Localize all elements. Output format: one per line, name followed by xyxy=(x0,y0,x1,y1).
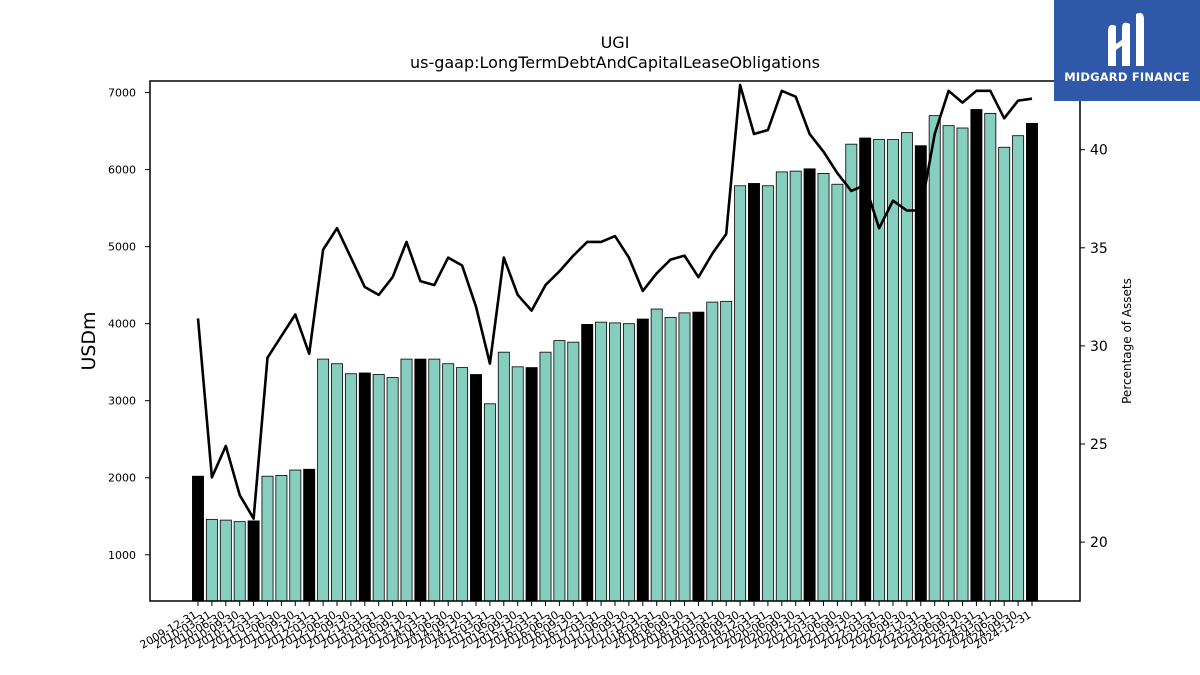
y-right-tick-label: 40 xyxy=(1090,143,1108,159)
y-axis-left-label: USDm xyxy=(78,311,100,370)
bar-2015-12-31 xyxy=(525,367,538,602)
bar-2014-03-31 xyxy=(428,358,441,602)
bar-2017-09-30 xyxy=(622,323,635,602)
bar-2020-03-31 xyxy=(761,185,774,602)
y-left-tick-label: 6000 xyxy=(108,164,136,177)
bar-2018-09-30 xyxy=(678,312,691,602)
y-left-tick-label: 5000 xyxy=(108,241,136,254)
bar-2016-06-30 xyxy=(553,340,566,602)
y-axis-right-label: Percentage of Assets xyxy=(1120,278,1134,404)
bar-2018-06-30 xyxy=(664,317,677,602)
bar-2010-09-30 xyxy=(233,521,246,602)
y-right-tick-label: 20 xyxy=(1090,535,1108,551)
bar-2013-09-30 xyxy=(400,358,413,602)
bar-2010-12-31 xyxy=(247,520,260,602)
chart-subtitle: us-gaap:LongTermDebtAndCapitalLeaseOblig… xyxy=(410,53,820,72)
bar-2014-09-30 xyxy=(456,367,469,602)
bar-2017-12-31 xyxy=(636,318,649,602)
bar-2010-03-31 xyxy=(205,518,218,602)
bar-2016-12-31 xyxy=(581,324,594,602)
bar-2023-03-31 xyxy=(928,115,941,602)
bar-2024-12-31 xyxy=(1026,122,1038,602)
bar-2011-03-31 xyxy=(261,475,274,602)
bar-2020-12-31 xyxy=(803,168,816,602)
bar-2023-09-30 xyxy=(956,127,969,602)
bar-2012-03-31 xyxy=(317,358,330,602)
bar-2022-03-31 xyxy=(873,139,886,602)
bar-2014-12-31 xyxy=(470,374,482,602)
y-left-tick-label: 2000 xyxy=(108,472,136,485)
y-right-tick-label: 25 xyxy=(1090,437,1108,453)
bar-2023-12-31 xyxy=(970,109,983,602)
bar-2024-09-30 xyxy=(1012,135,1025,602)
midgard-m-icon xyxy=(1108,12,1144,67)
bar-2011-06-30 xyxy=(275,475,288,602)
y-left-tick-label: 1000 xyxy=(108,549,136,562)
bar-2024-06-30 xyxy=(998,146,1011,602)
bar-2010-06-30 xyxy=(219,519,232,602)
bar-2021-12-31 xyxy=(859,137,872,602)
bar-2019-06-30 xyxy=(720,300,733,602)
bar-2021-09-30 xyxy=(845,143,858,602)
bar-2018-12-31 xyxy=(692,311,705,602)
bar-2015-09-30 xyxy=(511,366,524,602)
bar-2023-06-30 xyxy=(942,125,955,602)
bar-2011-12-31 xyxy=(303,468,316,602)
bar-2009-12-31 xyxy=(192,475,204,602)
bar-2012-12-31 xyxy=(358,372,371,602)
y-right-tick-label: 35 xyxy=(1090,241,1108,257)
y-left-tick-label: 3000 xyxy=(108,395,136,408)
bar-2020-06-30 xyxy=(775,171,788,602)
y-left-tick-label: 7000 xyxy=(108,87,136,100)
midgard-finance-logo: MIDGARD FINANCE xyxy=(1054,0,1200,101)
bar-2014-06-30 xyxy=(442,363,455,602)
bar-2020-09-30 xyxy=(789,170,802,602)
bar-2017-06-30 xyxy=(609,322,621,602)
bar-2013-03-31 xyxy=(372,374,385,602)
bar-2019-09-30 xyxy=(734,185,747,602)
bar-2019-03-31 xyxy=(706,301,719,602)
bar-2011-09-30 xyxy=(289,469,302,602)
bar-2015-03-31 xyxy=(483,403,496,602)
bar-2024-03-31 xyxy=(984,112,997,602)
bar-2013-06-30 xyxy=(386,377,399,602)
bars-group xyxy=(192,109,1038,602)
bar-2012-06-30 xyxy=(331,363,343,602)
y-right-tick-label: 30 xyxy=(1090,339,1108,355)
bar-2019-12-31 xyxy=(748,183,760,602)
bar-2016-09-30 xyxy=(567,341,580,602)
bar-2017-03-31 xyxy=(595,321,608,602)
bar-2022-12-31 xyxy=(914,145,927,602)
bar-2022-09-30 xyxy=(900,132,913,602)
percentage-of-assets-line xyxy=(196,83,1033,520)
bar-2016-03-31 xyxy=(539,351,552,602)
bar-2021-06-30 xyxy=(831,183,844,602)
bar-2021-03-31 xyxy=(817,173,830,602)
chart-title: UGI xyxy=(601,33,630,52)
bar-2015-06-30 xyxy=(497,351,510,602)
logo-text: MIDGARD FINANCE xyxy=(1064,70,1190,84)
y-left-tick-label: 4000 xyxy=(108,318,136,331)
bar-2013-12-31 xyxy=(414,358,427,602)
line-group xyxy=(196,83,1033,520)
bar-2018-03-31 xyxy=(650,308,663,602)
bar-2012-09-30 xyxy=(344,373,357,602)
